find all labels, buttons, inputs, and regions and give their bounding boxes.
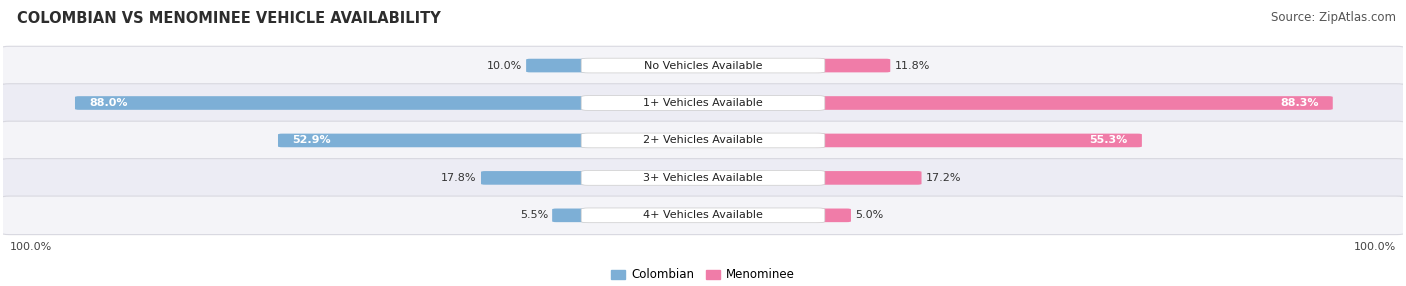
- FancyBboxPatch shape: [1, 159, 1405, 197]
- FancyBboxPatch shape: [814, 134, 1142, 147]
- Text: 100.0%: 100.0%: [10, 242, 52, 252]
- FancyBboxPatch shape: [1, 84, 1405, 122]
- Text: 4+ Vehicles Available: 4+ Vehicles Available: [643, 210, 763, 220]
- FancyBboxPatch shape: [581, 133, 825, 148]
- FancyBboxPatch shape: [553, 208, 592, 222]
- Text: 5.5%: 5.5%: [520, 210, 548, 220]
- FancyBboxPatch shape: [278, 134, 592, 147]
- Text: 100.0%: 100.0%: [1354, 242, 1396, 252]
- FancyBboxPatch shape: [1, 46, 1405, 85]
- Legend: Colombian, Menominee: Colombian, Menominee: [606, 263, 800, 286]
- Text: 17.8%: 17.8%: [441, 173, 477, 183]
- Text: 3+ Vehicles Available: 3+ Vehicles Available: [643, 173, 763, 183]
- Text: 11.8%: 11.8%: [894, 61, 929, 71]
- FancyBboxPatch shape: [75, 96, 592, 110]
- Text: 88.3%: 88.3%: [1281, 98, 1319, 108]
- Text: 55.3%: 55.3%: [1090, 136, 1128, 146]
- FancyBboxPatch shape: [581, 96, 825, 110]
- Text: 17.2%: 17.2%: [925, 173, 962, 183]
- Text: 5.0%: 5.0%: [855, 210, 883, 220]
- FancyBboxPatch shape: [814, 208, 851, 222]
- Text: COLOMBIAN VS MENOMINEE VEHICLE AVAILABILITY: COLOMBIAN VS MENOMINEE VEHICLE AVAILABIL…: [17, 11, 440, 26]
- FancyBboxPatch shape: [1, 196, 1405, 235]
- FancyBboxPatch shape: [1, 121, 1405, 160]
- FancyBboxPatch shape: [481, 171, 592, 185]
- Text: No Vehicles Available: No Vehicles Available: [644, 61, 762, 71]
- FancyBboxPatch shape: [581, 58, 825, 73]
- Text: 2+ Vehicles Available: 2+ Vehicles Available: [643, 136, 763, 146]
- Text: Source: ZipAtlas.com: Source: ZipAtlas.com: [1271, 11, 1396, 24]
- FancyBboxPatch shape: [581, 208, 825, 223]
- FancyBboxPatch shape: [814, 96, 1333, 110]
- FancyBboxPatch shape: [814, 59, 890, 72]
- FancyBboxPatch shape: [581, 170, 825, 185]
- Text: 88.0%: 88.0%: [89, 98, 128, 108]
- Text: 1+ Vehicles Available: 1+ Vehicles Available: [643, 98, 763, 108]
- Text: 10.0%: 10.0%: [486, 61, 522, 71]
- Text: 52.9%: 52.9%: [292, 136, 330, 146]
- FancyBboxPatch shape: [814, 171, 921, 185]
- FancyBboxPatch shape: [526, 59, 592, 72]
